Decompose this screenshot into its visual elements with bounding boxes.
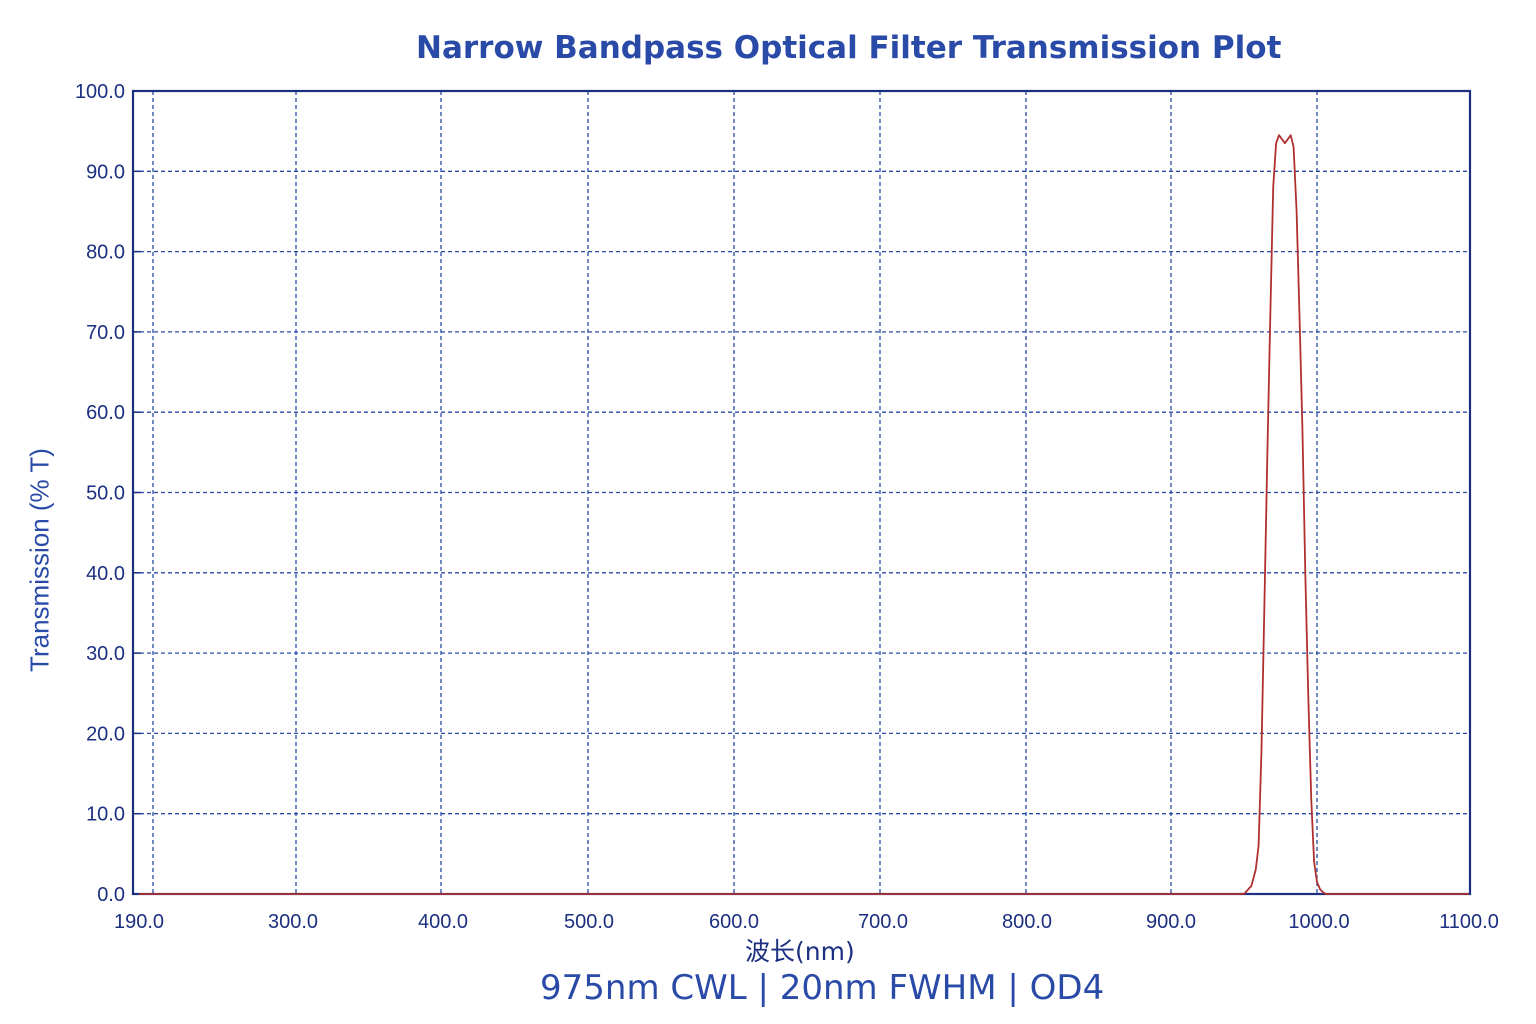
y-tick-label: 30.0 (86, 643, 125, 665)
y-tick-label: 80.0 (86, 242, 125, 264)
x-tick-label: 400.0 (418, 911, 468, 933)
x-tick-label: 1000.0 (1288, 911, 1349, 933)
y-tick-label: 60.0 (86, 402, 125, 424)
x-tick-label: 190.0 (114, 911, 164, 933)
x-tick-label: 600.0 (709, 911, 759, 933)
y-tick-label: 100.0 (75, 81, 125, 103)
y-tick-label: 90.0 (86, 161, 125, 183)
x-tick-label: 1100.0 (1439, 911, 1499, 933)
y-tick-label: 0.0 (97, 884, 125, 906)
y-axis-label: Transmission (% T) (24, 448, 55, 672)
y-tick-label: 70.0 (86, 322, 125, 344)
y-tick-label: 40.0 (86, 563, 125, 585)
y-tick-label: 20.0 (86, 723, 125, 745)
x-tick-label: 800.0 (1002, 911, 1052, 933)
transmission-curve (139, 134, 1469, 895)
grid (133, 91, 1470, 894)
chart-subtitle: 975nm CWL | 20nm FWHM | OD4 (540, 968, 1105, 1008)
x-axis-label: 波长(nm) (745, 937, 855, 966)
chart-title: Narrow Bandpass Optical Filter Transmiss… (416, 30, 1282, 66)
y-axis-label-wrap: Transmission (% T) (22, 430, 58, 690)
y-axis-ticks: 0.0 10.0 20.0 30.0 40.0 50.0 60.0 70.0 80.0 90.0 1… (75, 81, 141, 906)
x-tick-label: 700.0 (858, 911, 908, 933)
y-tick-label: 50.0 (86, 483, 125, 505)
x-tick-label: 500.0 (564, 911, 614, 933)
x-tick-label: 300.0 (268, 911, 318, 933)
x-axis-ticks: 190.0 300.0 400.0 500.0 600.0 700.0 800.0 900.0… (114, 911, 1499, 933)
y-tick-label: 10.0 (86, 804, 125, 826)
x-tick-label: 900.0 (1146, 911, 1196, 933)
series-layer (139, 134, 1469, 895)
